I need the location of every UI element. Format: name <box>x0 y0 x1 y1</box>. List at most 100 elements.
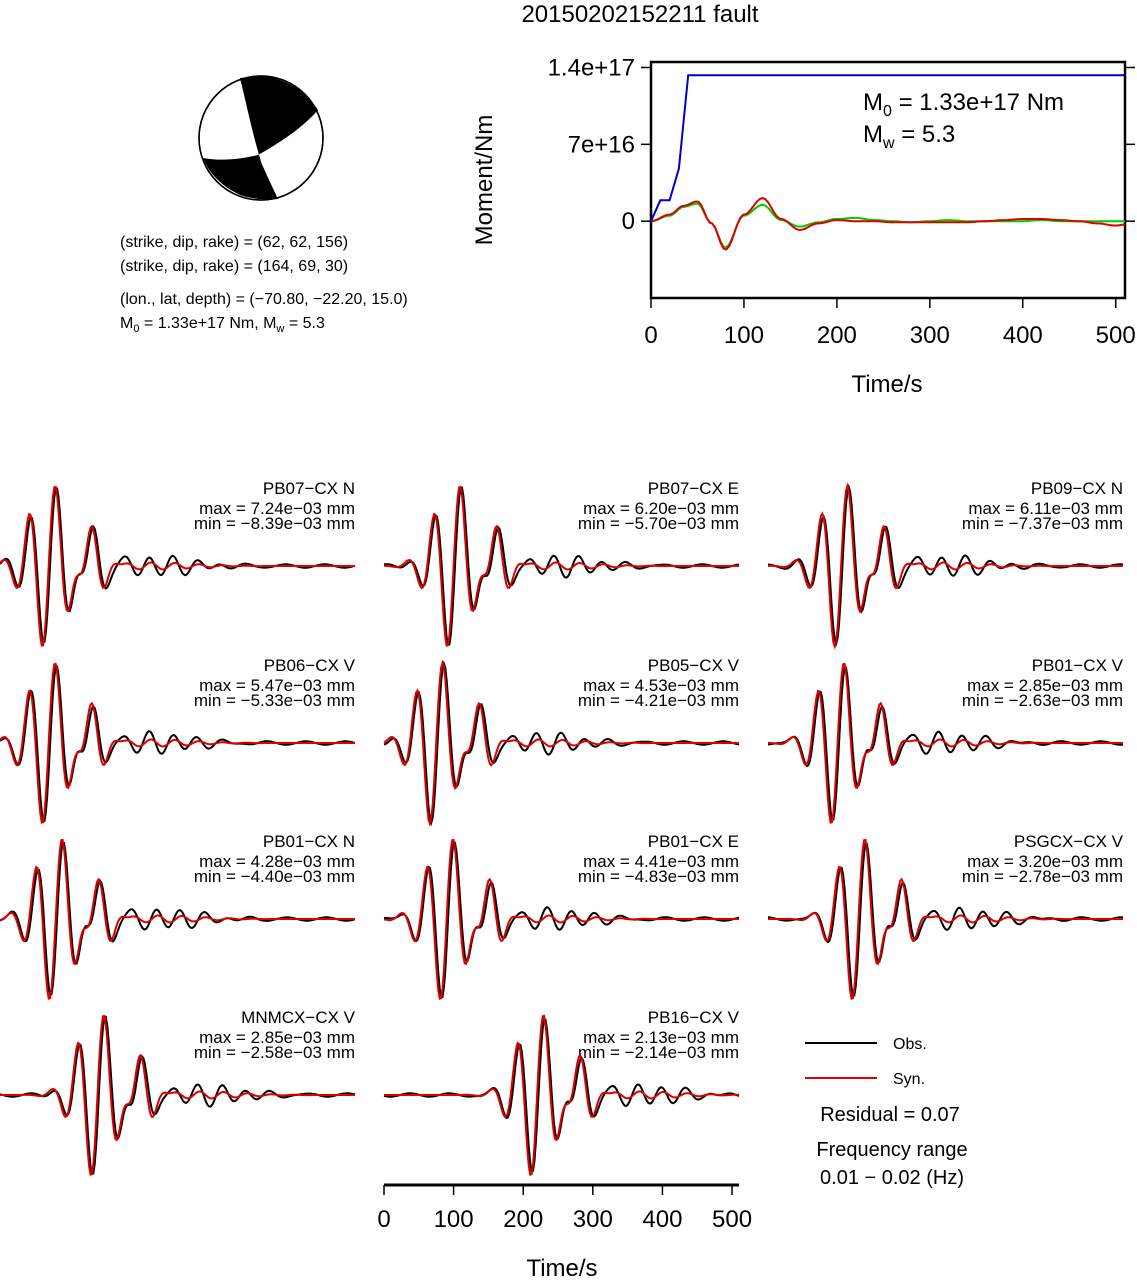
station-min: min = −2.78e−03 mm <box>962 867 1123 886</box>
moment-ytick-label: 0 <box>622 208 635 235</box>
synthetic-trace <box>0 838 355 1000</box>
station-min: min = −4.21e−03 mm <box>578 691 739 710</box>
synthetic-trace <box>768 662 1123 824</box>
waveform-xtick-label: 300 <box>573 1206 613 1233</box>
station-label: MNMCX−CX V <box>241 1008 355 1027</box>
moment-xtick-label: 500 <box>1096 322 1136 349</box>
mechanism-line-4: M0 = 1.33e+17 Nm, Mw = 5.3 <box>120 315 325 335</box>
moment-xtick-label: 300 <box>910 322 950 349</box>
legend-residual: Residual = 0.07 <box>820 1104 960 1126</box>
moment-series-line <box>650 197 1126 251</box>
legend-syn-label: Syn. <box>893 1071 925 1088</box>
station-min: min = −4.83e−03 mm <box>578 867 739 886</box>
station-min: min = −2.58e−03 mm <box>194 1043 355 1062</box>
moment-chart-xlabel: Time/s <box>851 371 922 398</box>
station-label: PB16−CX V <box>648 1008 740 1027</box>
station-label: PB05−CX V <box>648 656 740 675</box>
synthetic-trace <box>383 659 739 828</box>
station-label: PB07−CX E <box>648 479 739 498</box>
moment-chart-frame <box>649 60 1127 300</box>
moment-annotation-mw: Mw = 5.3 <box>863 121 955 152</box>
station-label: PB07−CX N <box>263 479 355 498</box>
synthetic-trace <box>384 485 739 647</box>
station-min: min = −2.14e−03 mm <box>578 1043 739 1062</box>
moment-xtick-label: 0 <box>644 322 657 349</box>
station-max: max = 4.53e−03 mm <box>583 676 739 695</box>
legend-frequency-range: 0.01 − 0.02 (Hz) <box>820 1167 964 1189</box>
waveform-xtick-label: 500 <box>712 1206 752 1233</box>
moment-chart-ticks: 0 100 200 300 400 500 0 7e+16 1.4e+17 <box>548 54 1136 349</box>
moment-xtick-label: 100 <box>724 322 764 349</box>
waveform-legend: Obs. Syn. Residual = 0.07 Frequency rang… <box>805 1036 968 1189</box>
station-max: max = 3.20e−03 mm <box>967 852 1123 871</box>
station-min: min = −5.70e−03 mm <box>578 514 739 533</box>
waveform-xtick-label: 400 <box>642 1206 682 1233</box>
figure-title: 20150202152211 fault <box>521 1 758 28</box>
station-max: max = 2.85e−03 mm <box>199 1028 355 1047</box>
station-label: PB01−CX V <box>1032 656 1124 675</box>
station-min: min = −8.39e−03 mm <box>194 514 355 533</box>
moment-series-line <box>650 202 1125 249</box>
mechanism-line-3: (lon., lat, depth) = (−70.80, −22.20, 15… <box>120 291 408 308</box>
observed-trace <box>383 841 740 999</box>
moment-chart-ylabel: Moment/Nm <box>471 115 498 246</box>
mechanism-line-1: (strike, dip, rake) = (62, 62, 156) <box>120 234 348 251</box>
station-max: max = 4.41e−03 mm <box>583 852 739 871</box>
station-min: min = −5.33e−03 mm <box>194 691 355 710</box>
waveform-xtick-label: 0 <box>377 1206 390 1233</box>
station-min: min = −2.63e−03 mm <box>962 691 1123 710</box>
station-max: max = 2.85e−03 mm <box>967 676 1123 695</box>
observed-trace <box>383 486 740 647</box>
waveform-xlabel: Time/s <box>526 1255 597 1280</box>
moment-annotation-m0: M0 = 1.33e+17 Nm <box>863 89 1064 120</box>
synthetic-trace <box>0 485 355 647</box>
station-label: PB01−CX N <box>263 832 355 851</box>
observed-trace <box>767 666 1124 821</box>
moment-ytick-label: 7e+16 <box>568 131 635 158</box>
moment-series-line <box>650 74 1125 222</box>
station-label: PB09−CX N <box>1031 479 1123 498</box>
waveform-xtick-label: 200 <box>503 1206 543 1233</box>
waveform-xtick-label: 100 <box>434 1206 474 1233</box>
station-label: PB06−CX V <box>264 656 356 675</box>
station-max: max = 5.47e−03 mm <box>199 676 355 695</box>
beachball-icon <box>198 75 324 201</box>
station-max: max = 7.24e−03 mm <box>199 499 355 518</box>
moment-chart-series <box>650 74 1126 251</box>
mechanism-info: (strike, dip, rake) = (62, 62, 156) (str… <box>120 234 408 335</box>
station-max: max = 2.13e−03 mm <box>583 1028 739 1047</box>
station-max: max = 6.20e−03 mm <box>583 499 739 518</box>
waveform-time-axis: 0 100 200 300 400 500 <box>377 1183 752 1233</box>
synthetic-trace <box>384 1014 740 1176</box>
legend-obs-label: Obs. <box>893 1036 927 1053</box>
synthetic-trace <box>768 482 1123 651</box>
synthetic-trace <box>383 838 739 1000</box>
station-min: min = −4.40e−03 mm <box>194 867 355 886</box>
legend-frequency-title: Frequency range <box>816 1139 967 1161</box>
mechanism-line-2: (strike, dip, rake) = (164, 69, 30) <box>120 258 348 275</box>
station-max: max = 4.28e−03 mm <box>199 852 355 871</box>
synthetic-trace <box>0 662 355 824</box>
moment-xtick-label: 200 <box>817 322 857 349</box>
station-label: PB01−CX E <box>648 832 739 851</box>
station-label: PSGCX−CX V <box>1014 832 1124 851</box>
moment-xtick-label: 400 <box>1003 322 1043 349</box>
station-min: min = −7.37e−03 mm <box>962 514 1123 533</box>
station-max: max = 6.11e−03 mm <box>968 499 1123 518</box>
synthetic-trace <box>768 838 1123 1000</box>
moment-ytick-label: 1.4e+17 <box>548 54 635 81</box>
